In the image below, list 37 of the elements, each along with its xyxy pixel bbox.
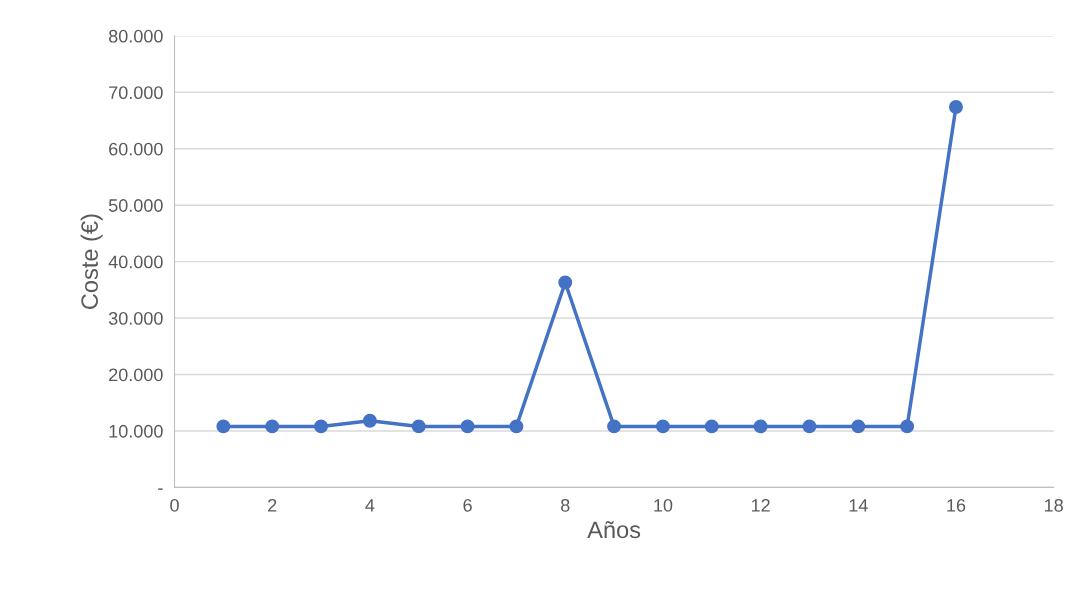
x-tick-label: 16 — [947, 498, 966, 512]
x-tick-label: 12 — [751, 498, 770, 512]
x-tick-label: 10 — [654, 498, 673, 512]
point — [216, 419, 231, 434]
point — [704, 419, 719, 434]
point — [802, 419, 817, 434]
x-tick-label: 14 — [849, 499, 868, 512]
x-tick-label: 0 — [170, 498, 179, 512]
point — [949, 100, 963, 114]
y-tick-label: 10.000 — [109, 424, 163, 438]
x-tick-label: 4 — [365, 499, 375, 512]
point — [314, 419, 328, 434]
point — [509, 419, 524, 434]
point — [362, 413, 377, 428]
point — [753, 419, 768, 434]
x-tick-label: 8 — [561, 498, 570, 512]
y-axis-title: Coste (€) — [80, 214, 103, 309]
x-tick-label: 2 — [268, 498, 277, 512]
y-tick-label: 80.000 — [108, 29, 163, 43]
y-tick-label: 30.000 — [108, 312, 163, 325]
point — [558, 275, 573, 290]
x-tick-label: 18 — [1044, 498, 1063, 512]
point — [460, 419, 475, 434]
y-tick-label: 70.000 — [109, 86, 163, 100]
y-tick-label: 50.000 — [108, 199, 163, 212]
y-tick-label: 40.000 — [108, 255, 163, 269]
x-axis-title: Años — [587, 521, 641, 539]
y-tick-label: 20.000 — [109, 368, 163, 382]
point — [900, 419, 915, 434]
x-tick-label: 6 — [463, 498, 472, 512]
point — [655, 419, 670, 434]
point — [265, 419, 280, 434]
y-tick-label: 60.000 — [109, 142, 163, 156]
point — [851, 419, 866, 434]
point — [607, 419, 622, 434]
point — [411, 419, 426, 434]
y-tick-label: - — [158, 488, 163, 490]
